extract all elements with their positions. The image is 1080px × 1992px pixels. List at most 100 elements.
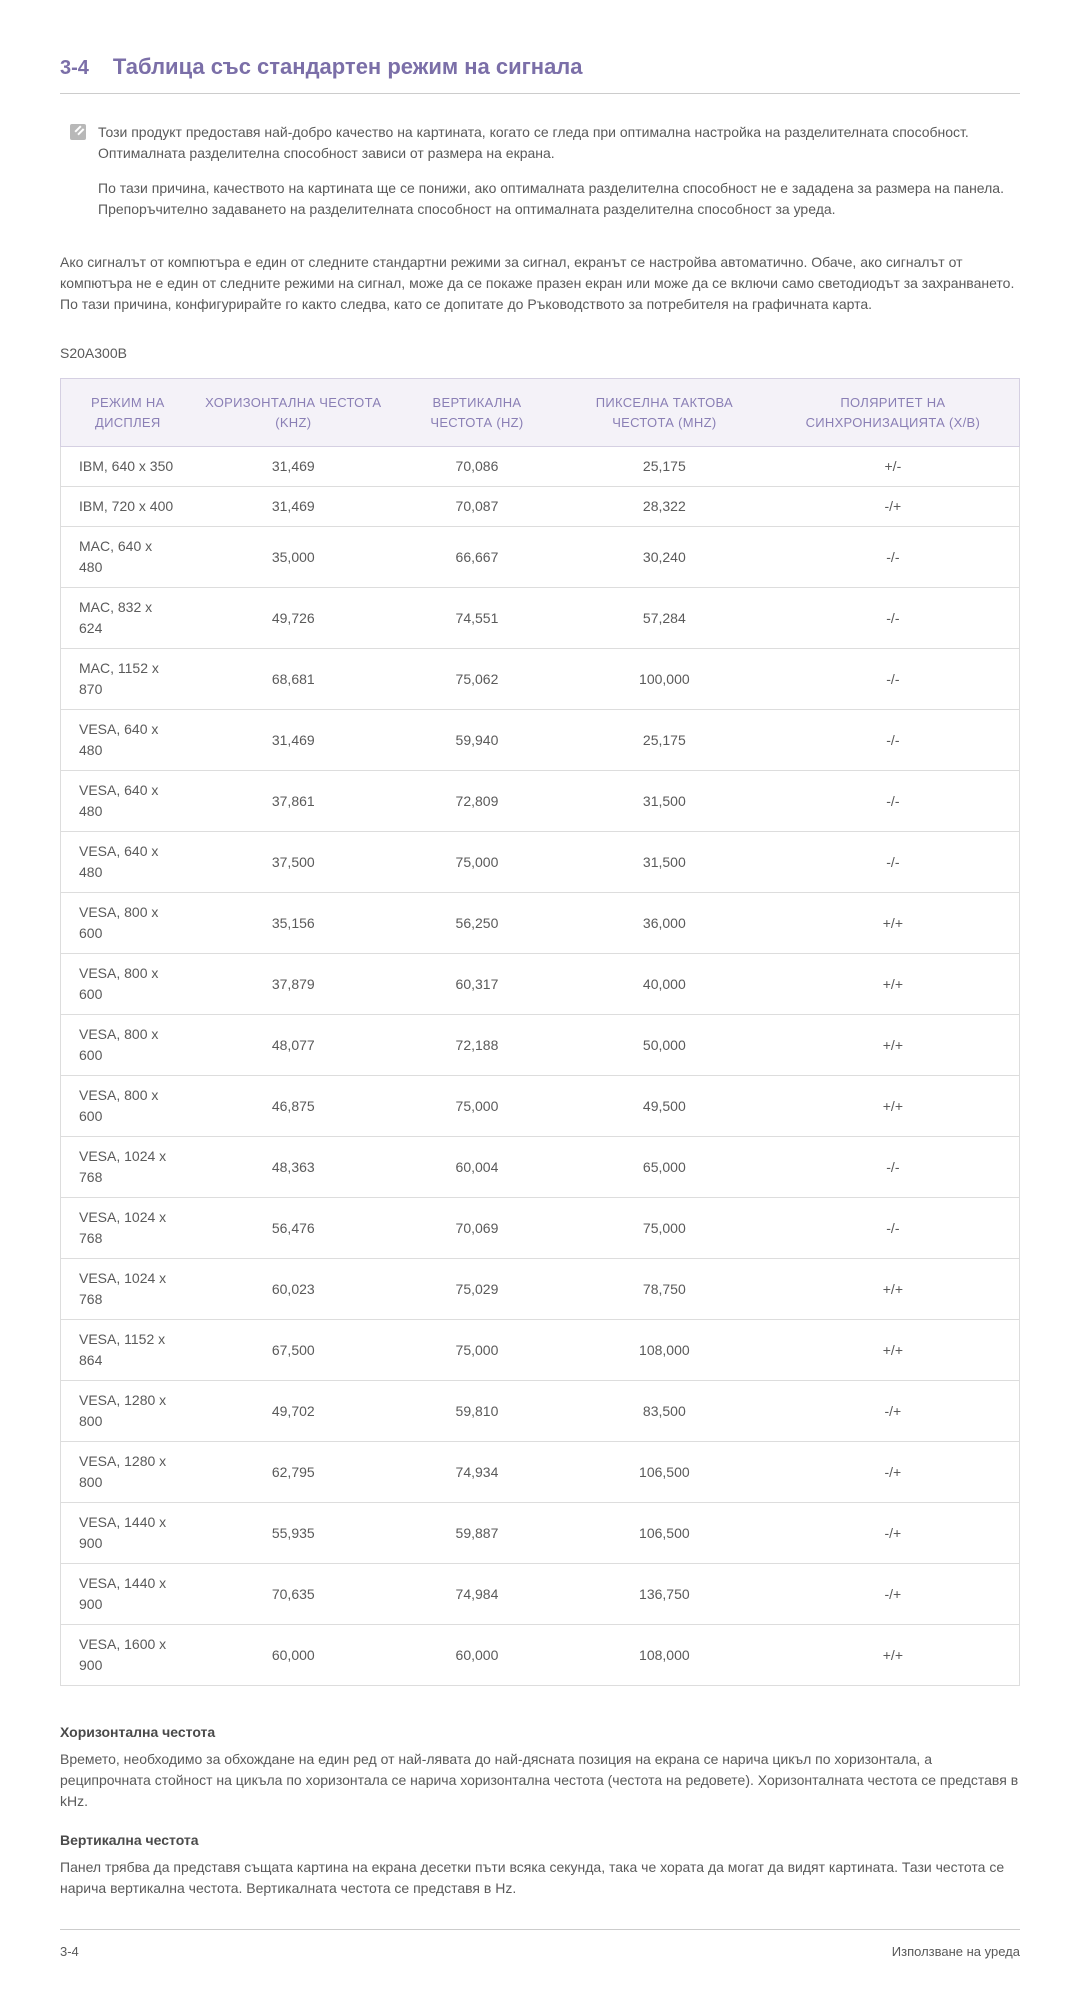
table-cell: 37,861 bbox=[195, 771, 392, 832]
table-cell: 56,476 bbox=[195, 1198, 392, 1259]
table-row: VESA, 1024 x 76848,36360,00465,000-/- bbox=[61, 1137, 1020, 1198]
table-header-row: РЕЖИМ НА ДИСПЛЕЯХОРИЗОНТАЛНА ЧЕСТОТА (KH… bbox=[61, 379, 1020, 447]
definition-text-2: Панел трябва да представя същата картина… bbox=[60, 1857, 1020, 1899]
table-cell: VESA, 1152 x 864 bbox=[61, 1320, 195, 1381]
table-cell: 72,809 bbox=[392, 771, 562, 832]
note-block: Този продукт предоставя най-добро качест… bbox=[60, 122, 1020, 234]
page-footer: 3-4 Използване на уреда bbox=[60, 1929, 1020, 1962]
table-cell: VESA, 1280 x 800 bbox=[61, 1442, 195, 1503]
table-cell: 67,500 bbox=[195, 1320, 392, 1381]
table-row: VESA, 640 x 48031,46959,94025,175-/- bbox=[61, 710, 1020, 771]
table-cell: MAC, 832 x 624 bbox=[61, 588, 195, 649]
table-row: IBM, 640 x 35031,46970,08625,175+/- bbox=[61, 447, 1020, 487]
table-row: VESA, 1280 x 80049,70259,81083,500-/+ bbox=[61, 1381, 1020, 1442]
table-cell: 75,000 bbox=[392, 1320, 562, 1381]
table-cell: -/+ bbox=[767, 1442, 1020, 1503]
definition-title-2: Вертикална честота bbox=[60, 1830, 1020, 1851]
table-cell: 60,000 bbox=[392, 1625, 562, 1686]
note-paragraph-1: Този продукт предоставя най-добро качест… bbox=[98, 122, 1020, 164]
section-number: 3-4 bbox=[60, 53, 89, 83]
table-cell: MAC, 640 x 480 bbox=[61, 527, 195, 588]
definition-title-1: Хоризонтална честота bbox=[60, 1722, 1020, 1743]
table-cell: -/- bbox=[767, 1198, 1020, 1259]
table-cell: VESA, 1024 x 768 bbox=[61, 1137, 195, 1198]
table-cell: +/- bbox=[767, 447, 1020, 487]
table-cell: +/+ bbox=[767, 1015, 1020, 1076]
table-cell: -/- bbox=[767, 771, 1020, 832]
table-cell: VESA, 1440 x 900 bbox=[61, 1503, 195, 1564]
table-cell: -/- bbox=[767, 1137, 1020, 1198]
table-cell: 75,000 bbox=[562, 1198, 767, 1259]
table-cell: +/+ bbox=[767, 1320, 1020, 1381]
table-cell: 49,726 bbox=[195, 588, 392, 649]
table-header-cell: ХОРИЗОНТАЛНА ЧЕСТОТА (KHZ) bbox=[195, 379, 392, 447]
table-cell: IBM, 640 x 350 bbox=[61, 447, 195, 487]
table-cell: 25,175 bbox=[562, 447, 767, 487]
table-cell: -/+ bbox=[767, 1503, 1020, 1564]
table-cell: 68,681 bbox=[195, 649, 392, 710]
table-cell: 31,500 bbox=[562, 832, 767, 893]
table-cell: 36,000 bbox=[562, 893, 767, 954]
table-row: VESA, 1152 x 86467,50075,000108,000+/+ bbox=[61, 1320, 1020, 1381]
table-cell: 60,000 bbox=[195, 1625, 392, 1686]
table-cell: VESA, 1440 x 900 bbox=[61, 1564, 195, 1625]
table-row: VESA, 800 x 60035,15656,25036,000+/+ bbox=[61, 893, 1020, 954]
table-cell: 50,000 bbox=[562, 1015, 767, 1076]
table-cell: 55,935 bbox=[195, 1503, 392, 1564]
table-cell: -/- bbox=[767, 649, 1020, 710]
footer-left: 3-4 bbox=[60, 1942, 79, 1962]
note-icon bbox=[70, 124, 86, 140]
table-cell: 65,000 bbox=[562, 1137, 767, 1198]
table-cell: 83,500 bbox=[562, 1381, 767, 1442]
table-cell: 60,317 bbox=[392, 954, 562, 1015]
table-cell: VESA, 800 x 600 bbox=[61, 893, 195, 954]
table-row: MAC, 1152 x 87068,68175,062100,000-/- bbox=[61, 649, 1020, 710]
definition-text-1: Времето, необходимо за обхождане на един… bbox=[60, 1749, 1020, 1812]
table-cell: VESA, 800 x 600 bbox=[61, 1076, 195, 1137]
table-cell: VESA, 1280 x 800 bbox=[61, 1381, 195, 1442]
table-header-cell: ВЕРТИКАЛНА ЧЕСТОТА (HZ) bbox=[392, 379, 562, 447]
section-title: Таблица със стандартен режим на сигнала bbox=[113, 50, 583, 83]
table-cell: 28,322 bbox=[562, 487, 767, 527]
body-paragraph: Ако сигналът от компютъра е един от след… bbox=[60, 252, 1020, 315]
table-cell: -/- bbox=[767, 832, 1020, 893]
table-cell: -/- bbox=[767, 527, 1020, 588]
note-paragraph-2: По тази причина, качеството на картината… bbox=[98, 178, 1020, 220]
table-cell: 49,702 bbox=[195, 1381, 392, 1442]
table-row: VESA, 1440 x 90070,63574,984136,750-/+ bbox=[61, 1564, 1020, 1625]
table-row: VESA, 1024 x 76860,02375,02978,750+/+ bbox=[61, 1259, 1020, 1320]
table-cell: VESA, 1600 x 900 bbox=[61, 1625, 195, 1686]
table-cell: MAC, 1152 x 870 bbox=[61, 649, 195, 710]
table-cell: 74,551 bbox=[392, 588, 562, 649]
table-cell: -/+ bbox=[767, 1564, 1020, 1625]
table-row: VESA, 1440 x 90055,93559,887106,500-/+ bbox=[61, 1503, 1020, 1564]
table-cell: 59,940 bbox=[392, 710, 562, 771]
table-header-cell: РЕЖИМ НА ДИСПЛЕЯ bbox=[61, 379, 195, 447]
model-label: S20A300B bbox=[60, 343, 1020, 364]
table-cell: VESA, 640 x 480 bbox=[61, 771, 195, 832]
table-cell: 57,284 bbox=[562, 588, 767, 649]
table-cell: IBM, 720 x 400 bbox=[61, 487, 195, 527]
table-cell: 74,934 bbox=[392, 1442, 562, 1503]
table-cell: 60,004 bbox=[392, 1137, 562, 1198]
table-header-cell: ПИКСЕЛНА ТАКТОВА ЧЕСТОТА (MHZ) bbox=[562, 379, 767, 447]
table-cell: 100,000 bbox=[562, 649, 767, 710]
signal-mode-table: РЕЖИМ НА ДИСПЛЕЯХОРИЗОНТАЛНА ЧЕСТОТА (KH… bbox=[60, 378, 1020, 1686]
table-cell: 75,029 bbox=[392, 1259, 562, 1320]
table-cell: 40,000 bbox=[562, 954, 767, 1015]
table-cell: 75,000 bbox=[392, 832, 562, 893]
table-cell: 30,240 bbox=[562, 527, 767, 588]
table-cell: VESA, 640 x 480 bbox=[61, 832, 195, 893]
table-cell: 108,000 bbox=[562, 1625, 767, 1686]
table-cell: 74,984 bbox=[392, 1564, 562, 1625]
table-cell: 62,795 bbox=[195, 1442, 392, 1503]
table-cell: -/- bbox=[767, 588, 1020, 649]
table-row: IBM, 720 x 40031,46970,08728,322-/+ bbox=[61, 487, 1020, 527]
table-cell: +/+ bbox=[767, 1259, 1020, 1320]
table-cell: 31,500 bbox=[562, 771, 767, 832]
table-cell: VESA, 1024 x 768 bbox=[61, 1259, 195, 1320]
table-cell: 75,062 bbox=[392, 649, 562, 710]
table-cell: 49,500 bbox=[562, 1076, 767, 1137]
table-cell: -/+ bbox=[767, 1381, 1020, 1442]
section-header: 3-4 Таблица със стандартен режим на сигн… bbox=[60, 50, 1020, 94]
